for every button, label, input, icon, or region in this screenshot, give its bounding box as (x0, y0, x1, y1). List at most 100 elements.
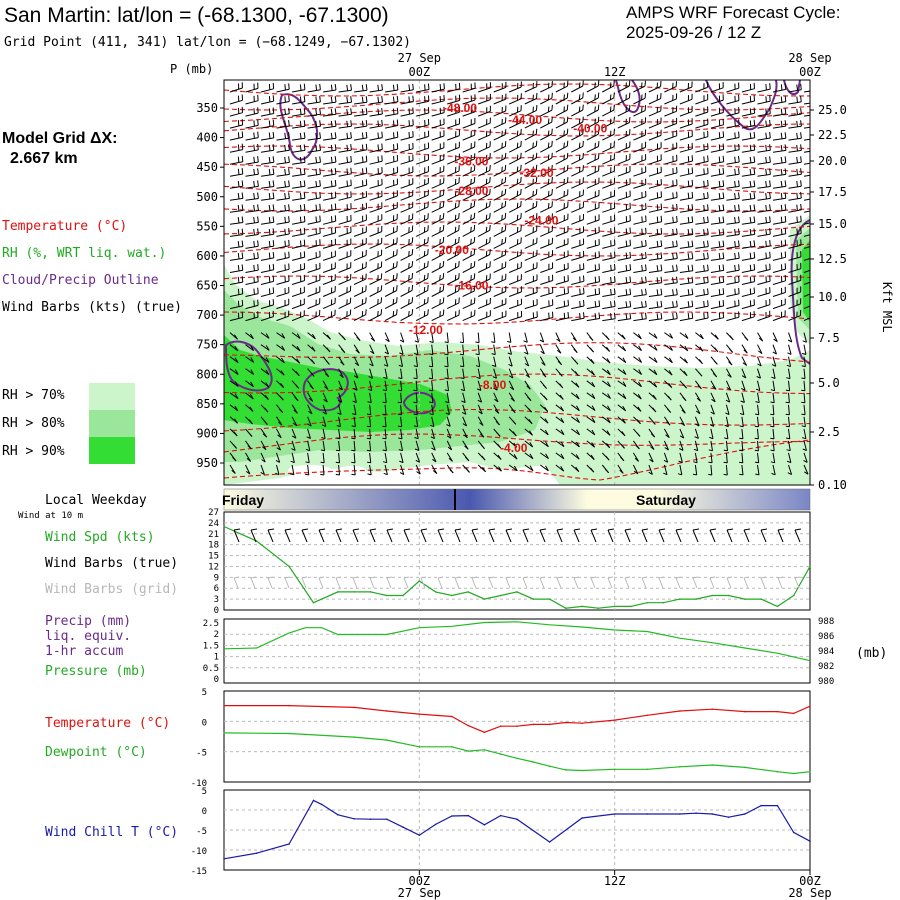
wind-barb (415, 464, 421, 475)
wind-barb (323, 132, 337, 141)
wind-barb (508, 404, 516, 414)
wind-barb (351, 404, 357, 416)
pressure-axis-label: P (mb) (170, 62, 213, 76)
isotherm-line (224, 97, 810, 111)
wind-barb (475, 344, 480, 356)
dewpoint-line-point (565, 769, 567, 771)
surface-wind-barb (726, 528, 734, 543)
wind-barb (462, 452, 470, 462)
wind-barb (384, 249, 398, 261)
wind-barb (428, 368, 434, 380)
wind-barb (245, 452, 252, 462)
wind-barb (307, 132, 321, 141)
kft-ticks: 25.0 22.5 20.0 17.5 15.0 12.5 10.0 7.5 5.0 2.5 0.1… (810, 103, 847, 492)
grid-wind-barb (556, 576, 563, 589)
temperature-line-point (223, 704, 225, 707)
legend-dewpoint: Dewpoint (°C) (45, 745, 147, 760)
cloud-outline (705, 80, 778, 131)
temperature-line-point (483, 731, 486, 734)
wind-barb (291, 298, 305, 310)
wind-barb (307, 227, 321, 237)
wind-barb (460, 368, 465, 380)
isotherm-line (224, 163, 810, 177)
dewpoint-line (223, 732, 811, 775)
wind-barb (320, 464, 325, 476)
wind-barb (384, 178, 398, 189)
wind-barb (369, 178, 383, 189)
wind-barb (462, 249, 476, 261)
wind-barb (400, 131, 414, 141)
dewpoint-line-point (548, 765, 551, 767)
wind-speed-line-point (630, 605, 632, 608)
wind-barb (260, 95, 275, 105)
dewpoint-line-point (418, 746, 421, 748)
wind-barb (245, 356, 255, 363)
wind-barb (429, 392, 434, 404)
wind-barb (291, 344, 301, 352)
wind-barb (338, 214, 352, 225)
grid-wind-barb (386, 576, 393, 589)
wind-barb (416, 83, 430, 93)
wind-barb (353, 309, 367, 322)
wind-barb (508, 225, 522, 237)
wind-barb (415, 201, 429, 213)
wind-barb (260, 156, 275, 165)
grid-wind-barb (590, 576, 597, 589)
surface-wind-barb (556, 528, 564, 543)
windchill-line-point (467, 814, 470, 817)
wind-barb (416, 154, 429, 165)
windchill-line-point (711, 813, 714, 815)
surface-wind-barb (301, 528, 309, 543)
grid-wind-barb (284, 576, 291, 589)
wind-barbs-profile (229, 80, 810, 476)
wind-barb (276, 228, 290, 237)
surface-wind-barb (335, 528, 343, 543)
wind-barb (353, 214, 367, 225)
wind-barb (414, 332, 419, 343)
wind-barb (245, 368, 255, 375)
wind-barb (431, 309, 445, 322)
wind-barb (245, 107, 259, 117)
wind-barb (384, 309, 398, 322)
windchill-line-point (792, 831, 795, 834)
wind-barb (229, 332, 238, 340)
surface-wind-barb (233, 528, 241, 543)
surface-wind-barb (777, 528, 785, 543)
wind-barb (477, 141, 491, 153)
wind-barb (351, 440, 356, 452)
wind-barb (245, 156, 259, 165)
weekday-friday: Friday (222, 492, 264, 508)
wind-speed-tick: 3 (214, 595, 219, 605)
wind-barb (508, 464, 518, 472)
windchill-line-point (320, 803, 323, 806)
grid-wind-barb (675, 576, 682, 589)
wind-barb (413, 368, 418, 380)
wind-barb (460, 380, 466, 392)
bottom-date-label: 28 Sep (788, 886, 831, 900)
grid-wind-barb (777, 576, 784, 589)
wind-barb (369, 131, 383, 141)
wind-barb (245, 392, 254, 400)
wind-barb (367, 380, 373, 392)
wind-barb (353, 285, 367, 297)
wind-barb (383, 368, 388, 379)
wind-barb (475, 356, 481, 368)
wind-barb (353, 179, 368, 189)
cloud-outline (302, 368, 349, 412)
wind-barb (446, 309, 460, 322)
wind-barb (289, 464, 295, 476)
temperature-line-point (711, 708, 714, 710)
legend-rh80-swatch (89, 410, 135, 437)
wind-barb (321, 416, 327, 427)
legend-rh: RH (%, WRT liq. wat.) (2, 246, 166, 261)
wind-barb (245, 204, 259, 213)
wind-barb (245, 119, 259, 129)
isotherm-line (224, 433, 810, 453)
windchill-line-point (695, 812, 697, 814)
wind-barb (477, 224, 491, 237)
wind-barb (384, 225, 398, 237)
wind-barb (428, 380, 434, 392)
wind-speed-line-point (467, 591, 470, 593)
wind-barb (493, 164, 507, 177)
wind-barb (415, 249, 429, 261)
